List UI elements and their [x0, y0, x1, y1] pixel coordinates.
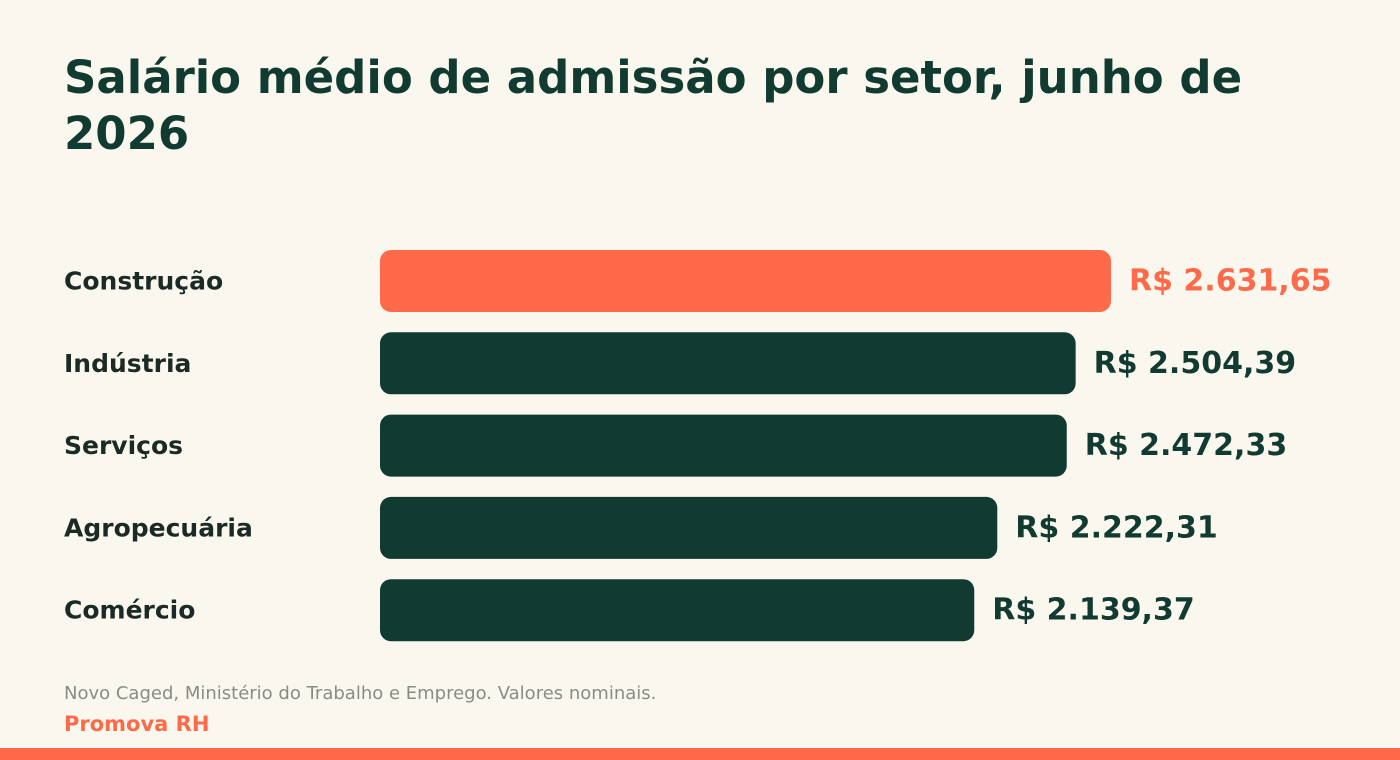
value-label: R$ 2.631,65 [1129, 264, 1331, 299]
category-label: Indústria [64, 349, 191, 378]
bar-chart: Construção R$ 2.631,65 Indústria R$ 2.504,3… [64, 250, 1331, 642]
chart-title: Salário médio de admissão por setor, jun… [64, 51, 1243, 160]
value-label: R$ 2.139,37 [992, 593, 1194, 628]
bar [380, 414, 1067, 477]
category-label: Serviços [64, 431, 183, 460]
category-label: Agropecuária [64, 513, 253, 542]
bar [380, 579, 975, 642]
bar-highlight [380, 250, 1111, 312]
value-label: R$ 2.222,31 [1015, 510, 1217, 545]
source-note: Novo Caged, Ministério do Trabalho e Emp… [64, 683, 657, 704]
category-label: Comércio [64, 596, 195, 625]
brand-name: Promova RH [64, 712, 210, 736]
value-label: R$ 2.504,39 [1094, 346, 1296, 381]
category-label: Construção [64, 267, 223, 296]
value-label: R$ 2.472,33 [1085, 428, 1287, 463]
bar [380, 332, 1076, 395]
accent-bar [0, 748, 1400, 760]
bar [380, 496, 998, 559]
